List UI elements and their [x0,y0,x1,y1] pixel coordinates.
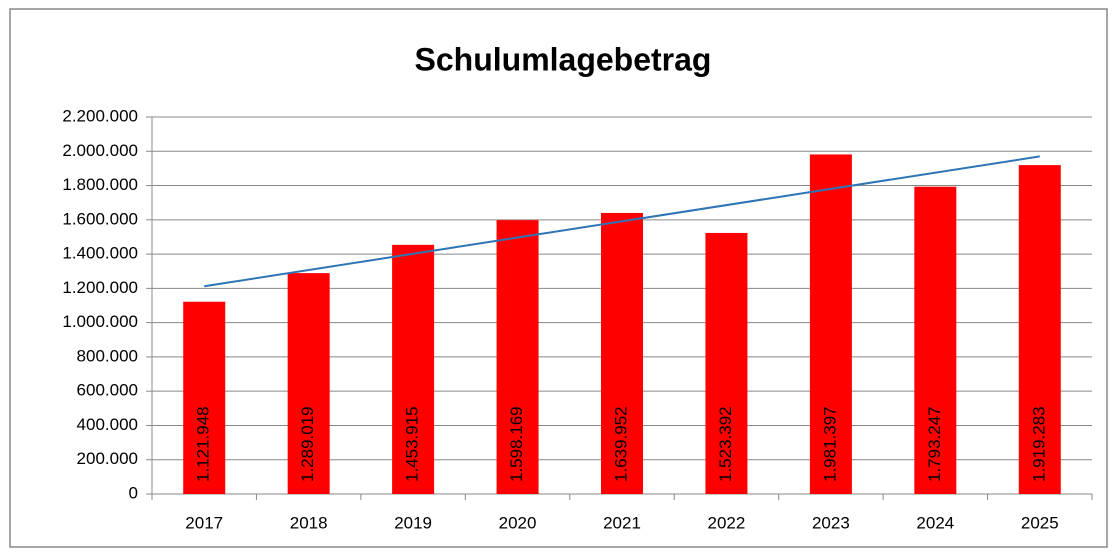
x-tick-label: 2019 [394,513,432,532]
x-tick-label: 2025 [1021,513,1059,532]
y-tick-label: 2.000.000 [62,141,138,160]
x-tick-label: 2018 [290,513,328,532]
x-tick-label: 2021 [603,513,641,532]
y-tick-label: 600.000 [77,381,138,400]
bar [183,301,226,494]
value-label: 1.523.392 [716,406,735,482]
y-tick-label: 0 [129,483,138,502]
x-tick-label: 2022 [708,513,746,532]
x-tick-label: 2017 [185,513,223,532]
bar [601,212,643,494]
value-label: 1.639.952 [611,406,630,482]
value-label: 1.453.915 [403,406,422,482]
y-tick-label: 800.000 [77,346,138,365]
y-tick-label: 2.200.000 [62,106,138,125]
bar [705,232,748,494]
x-tick-label: 2023 [812,513,850,532]
y-tick-label: 1.400.000 [62,244,138,263]
y-tick-label: 1.000.000 [62,312,138,331]
value-label: 1.598.169 [507,406,526,482]
bar [809,154,852,494]
chart-title: Schulumlagebetrag [415,41,712,77]
trend-line [204,155,1040,288]
y-tick-label: 1.200.000 [62,278,138,297]
value-label: 1.289.019 [298,406,317,482]
x-tick-label: 2020 [499,513,537,532]
value-label: 1.919.283 [1029,406,1048,482]
value-label: 1.121.948 [194,406,213,482]
bar [287,273,330,494]
value-label: 1.793.247 [925,406,944,482]
bar [496,220,539,494]
x-tick-label: 2024 [916,513,954,532]
y-tick-label: 200.000 [77,449,138,468]
value-label: 1.981.397 [820,406,839,482]
bar [914,186,957,494]
bar [1018,165,1061,495]
bar [392,244,435,494]
y-tick-label: 400.000 [77,415,138,434]
y-tick-label: 1.800.000 [62,175,138,194]
y-tick-label: 1.600.000 [62,209,138,228]
